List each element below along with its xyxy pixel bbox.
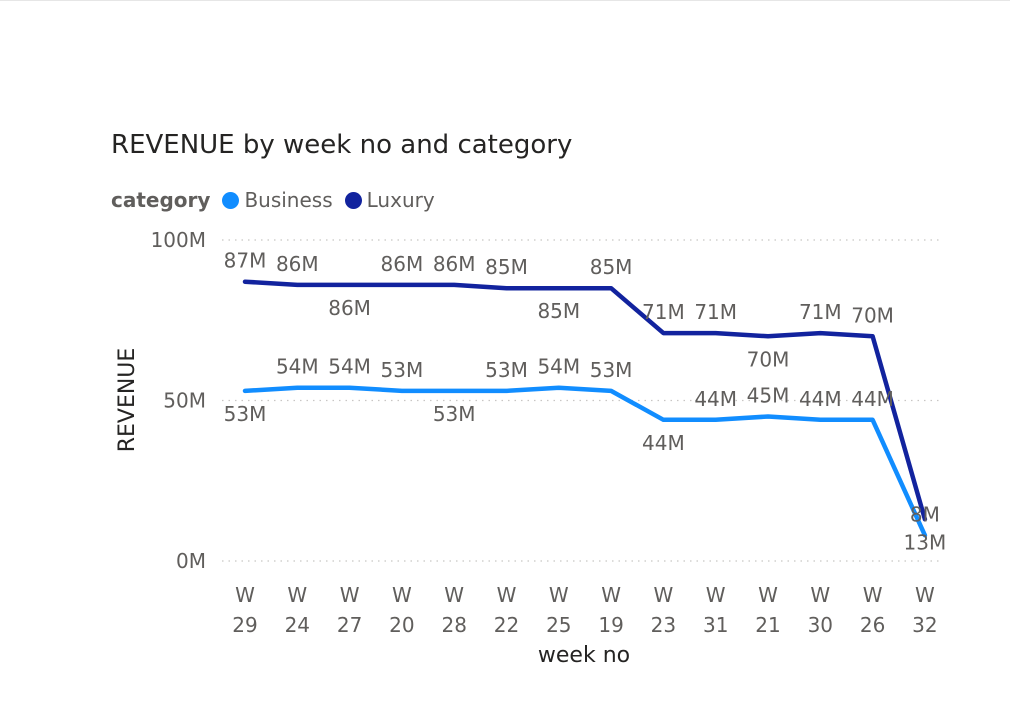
legend-dot-business-icon <box>222 191 240 209</box>
x-tick-label-4: W <box>444 583 464 607</box>
x-tick-number-7: 19 <box>598 613 623 637</box>
data-label-luxury-6: 85M <box>537 299 580 323</box>
x-tick-label-9: W <box>706 583 726 607</box>
data-label-business-9: 44M <box>694 387 737 411</box>
legend-label-business: Business <box>244 188 333 212</box>
data-label-business-5: 53M <box>485 358 528 382</box>
data-label-business-1: 54M <box>276 355 319 379</box>
x-axis-title: week no <box>538 643 630 668</box>
data-label-luxury-13: 13M <box>904 530 947 554</box>
legend: category Business Luxury <box>111 186 447 214</box>
data-label-business-12: 44M <box>851 387 894 411</box>
x-tick-number-6: 25 <box>546 613 571 637</box>
data-label-luxury-4: 86M <box>433 252 476 276</box>
legend-label-luxury: Luxury <box>366 188 435 212</box>
data-label-luxury-7: 85M <box>590 255 633 279</box>
data-label-business-2: 54M <box>328 355 371 379</box>
x-tick-number-12: 26 <box>860 613 885 637</box>
data-label-luxury-8: 71M <box>642 300 685 324</box>
legend-dot-luxury-icon <box>344 191 362 209</box>
chart-title: REVENUE by week no and category <box>111 130 573 160</box>
legend-title: category <box>111 188 211 212</box>
x-tick-number-9: 31 <box>703 613 728 637</box>
x-tick-label-12: W <box>863 583 883 607</box>
x-tick-label-10: W <box>758 583 778 607</box>
top-border <box>0 0 1010 1</box>
y-tick-label-2: 100M <box>151 228 206 252</box>
data-label-business-11: 44M <box>799 387 842 411</box>
x-tick-number-3: 20 <box>389 613 414 637</box>
x-tick-label-7: W <box>601 583 621 607</box>
x-tick-label-3: W <box>392 583 412 607</box>
x-tick-label-8: W <box>654 583 674 607</box>
data-label-business-6: 54M <box>537 355 580 379</box>
data-label-luxury-10: 70M <box>747 347 790 371</box>
x-tick-number-13: 32 <box>912 613 937 637</box>
x-tick-label-5: W <box>497 583 517 607</box>
x-tick-number-0: 29 <box>232 613 257 637</box>
data-label-luxury-2: 86M <box>328 296 371 320</box>
x-tick-number-10: 21 <box>755 613 780 637</box>
data-label-luxury-9: 71M <box>694 300 737 324</box>
legend-item-business[interactable]: Business <box>222 188 333 212</box>
data-label-business-3: 53M <box>381 358 424 382</box>
x-tick-label-2: W <box>340 583 360 607</box>
data-label-luxury-0: 87M <box>224 249 267 273</box>
data-label-business-7: 53M <box>590 358 633 382</box>
x-tick-label-0: W <box>235 583 255 607</box>
y-axis-title: REVENUE <box>115 348 140 453</box>
legend-item-luxury[interactable]: Luxury <box>344 188 435 212</box>
data-label-business-8: 44M <box>642 431 685 455</box>
x-tick-number-1: 24 <box>285 613 310 637</box>
data-label-business-4: 53M <box>433 402 476 426</box>
data-label-luxury-1: 86M <box>276 252 319 276</box>
data-label-business-13: 8M <box>910 502 940 526</box>
data-label-luxury-3: 86M <box>381 252 424 276</box>
x-tick-number-5: 22 <box>494 613 519 637</box>
x-tick-number-8: 23 <box>651 613 676 637</box>
data-label-luxury-11: 71M <box>799 300 842 324</box>
data-label-luxury-5: 85M <box>485 255 528 279</box>
x-tick-label-11: W <box>810 583 830 607</box>
x-tick-label-13: W <box>915 583 935 607</box>
data-label-business-0: 53M <box>224 402 267 426</box>
x-tick-label-6: W <box>549 583 569 607</box>
series-line-luxury <box>242 279 928 522</box>
x-tick-number-2: 27 <box>337 613 362 637</box>
x-tick-number-4: 28 <box>441 613 466 637</box>
data-label-business-10: 45M <box>747 384 790 408</box>
series-line-business <box>242 385 928 538</box>
y-tick-label-1: 50M <box>163 389 206 413</box>
data-label-luxury-12: 70M <box>851 303 894 327</box>
x-tick-number-11: 30 <box>808 613 833 637</box>
x-tick-label-1: W <box>287 583 307 607</box>
y-tick-label-0: 0M <box>176 549 206 573</box>
